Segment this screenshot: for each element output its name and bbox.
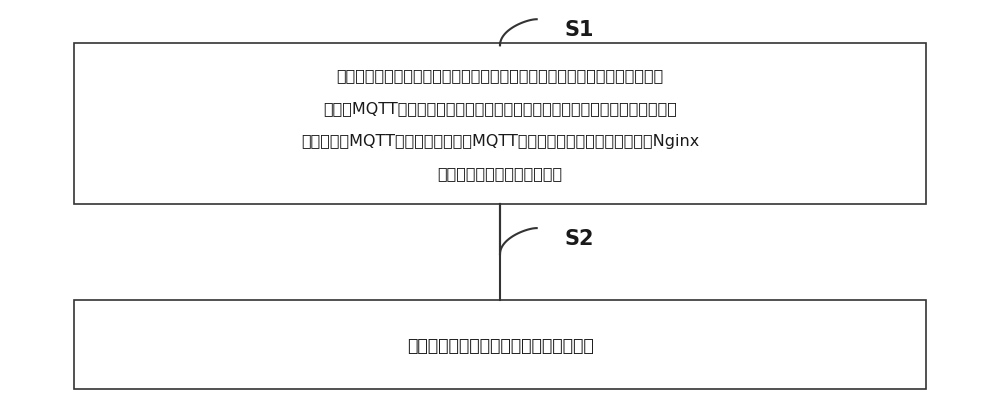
FancyBboxPatch shape: [74, 44, 926, 204]
Text: S2: S2: [564, 229, 594, 249]
Text: 对所述地质灾害监测数据进行转换并存储: 对所述地质灾害监测数据进行转换并存储: [407, 336, 593, 354]
Text: 负载均衡和集群技术转换得到: 负载均衡和集群技术转换得到: [437, 166, 563, 181]
Text: 少一个MQTT消息中间件将所述地质灾害监测数据转发至消息队列中；其中，所: 少一个MQTT消息中间件将所述地质灾害监测数据转发至消息队列中；其中，所: [323, 101, 677, 115]
FancyBboxPatch shape: [74, 301, 926, 389]
Text: 接入至少一个监测设备，接收由监测设备上报的地质灾害监测数据，并通过至: 接入至少一个监测设备，接收由监测设备上报的地质灾害监测数据，并通过至: [336, 67, 664, 83]
Text: S1: S1: [564, 20, 594, 40]
Text: 述至少一个MQTT消息中间件是基于MQTT协议所搭建的至少一个节点通过Nginx: 述至少一个MQTT消息中间件是基于MQTT协议所搭建的至少一个节点通过Nginx: [301, 133, 699, 148]
